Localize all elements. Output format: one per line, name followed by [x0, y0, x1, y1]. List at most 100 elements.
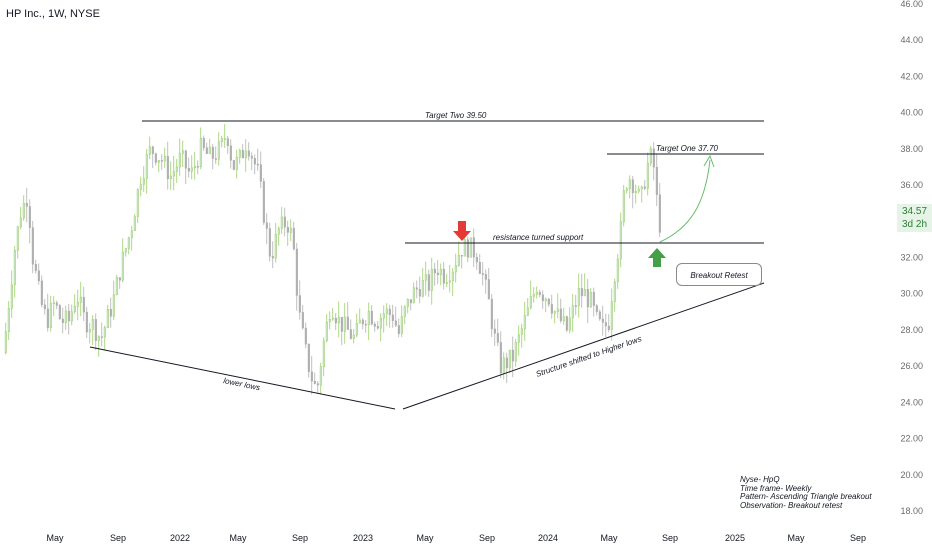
candle-body — [328, 319, 331, 323]
candle-body — [595, 305, 598, 312]
time-tick-label: 2025 — [725, 533, 745, 543]
candle-body — [406, 299, 409, 308]
candle-body — [253, 158, 256, 165]
candle-body — [622, 190, 625, 222]
candle-body — [649, 148, 652, 164]
candle-body — [316, 383, 319, 386]
candle-body — [46, 308, 49, 328]
candle-body — [358, 319, 361, 324]
candle-body — [427, 274, 430, 291]
candle-body — [145, 154, 148, 179]
time-tick-label: Sep — [110, 533, 126, 543]
candle-body — [193, 166, 196, 169]
candle-body — [124, 248, 127, 253]
price-tick-label: 20.00 — [900, 470, 923, 480]
candle-body — [7, 308, 10, 332]
candle-body — [454, 265, 457, 273]
candle-body — [49, 303, 52, 328]
candle-body — [580, 288, 583, 297]
candle-body — [19, 217, 22, 228]
price-tick-label: 42.00 — [900, 71, 923, 81]
time-tick-label: May — [416, 533, 434, 543]
candle-body — [205, 147, 208, 154]
candle-body — [508, 349, 511, 369]
candle-body — [466, 239, 469, 258]
candle-body — [349, 329, 352, 339]
time-axis: May Sep 2022 May Sep 2023 May Sep 2024 May Sep 2025… — [46, 533, 866, 543]
candle-body — [460, 255, 463, 257]
candle-body — [16, 226, 19, 251]
candle-body — [166, 156, 169, 180]
candle-body — [568, 317, 571, 331]
time-tick-label: Sep — [292, 533, 308, 543]
candle-body — [523, 315, 526, 329]
candle-body — [217, 141, 220, 160]
candle-body — [475, 256, 478, 263]
candle-body — [232, 160, 235, 170]
support-label: resistance turned support — [493, 233, 584, 242]
candle-body — [418, 289, 421, 297]
candle-body — [370, 310, 373, 325]
candle-body — [484, 274, 487, 280]
candle-body — [415, 287, 418, 290]
candle-body — [319, 366, 322, 386]
candle-body — [91, 319, 94, 330]
candle-body — [421, 280, 424, 297]
candle-body — [583, 289, 586, 297]
candle-body — [643, 186, 646, 189]
candle-body — [592, 292, 595, 306]
candle-body — [520, 328, 523, 335]
candle-body — [172, 171, 175, 177]
candlesticks — [4, 124, 661, 395]
candle-body — [67, 310, 70, 322]
candle-body — [325, 321, 328, 342]
candle-body — [547, 298, 550, 305]
target-one-label: Target One 37.70 — [656, 144, 719, 153]
price-tick-label: 36.00 — [900, 180, 923, 190]
candle-body — [247, 150, 250, 157]
time-tick-label: Sep — [850, 533, 866, 543]
candle-body — [565, 316, 568, 331]
price-tick-label: 40.00 — [900, 108, 923, 118]
candle-body — [340, 316, 343, 332]
lower-lows-label: lower lows — [223, 376, 261, 392]
candle-body — [61, 318, 64, 323]
candle-body — [100, 336, 103, 338]
candle-body — [631, 179, 634, 194]
candle-body — [40, 280, 43, 305]
target-two-label: Target Two 39.50 — [425, 111, 487, 120]
candle-body — [577, 288, 580, 307]
candle-body — [346, 316, 349, 330]
trend-lines — [89, 120, 765, 410]
lower-lows-line — [89, 346, 396, 410]
candle-body — [235, 156, 238, 170]
arrows — [453, 221, 666, 267]
candle-body — [82, 296, 85, 313]
candle-body — [34, 264, 37, 271]
candle-body — [298, 295, 301, 313]
candle-body — [637, 188, 640, 192]
candle-body — [550, 304, 553, 314]
candle-body — [442, 268, 445, 284]
last-price: 34.57 — [901, 206, 928, 217]
candle-body — [499, 342, 502, 374]
price-tick-label: 28.00 — [900, 325, 923, 335]
candle-body — [292, 227, 295, 250]
candle-body — [526, 307, 529, 316]
candle-body — [655, 167, 658, 195]
candle-body — [478, 261, 481, 274]
candle-body — [187, 168, 190, 172]
candle-body — [163, 156, 166, 162]
candle-body — [103, 327, 106, 338]
candle-body — [223, 138, 226, 140]
candle-body — [250, 155, 253, 159]
candle-body — [70, 311, 73, 322]
higher-lows-label: Structure shifted to Higher lows — [535, 334, 643, 379]
candle-body — [76, 301, 79, 307]
candle-body — [571, 305, 574, 319]
candle-body — [304, 327, 307, 345]
candle-body — [94, 319, 97, 341]
candle-body — [400, 316, 403, 334]
candle-body — [139, 184, 142, 190]
